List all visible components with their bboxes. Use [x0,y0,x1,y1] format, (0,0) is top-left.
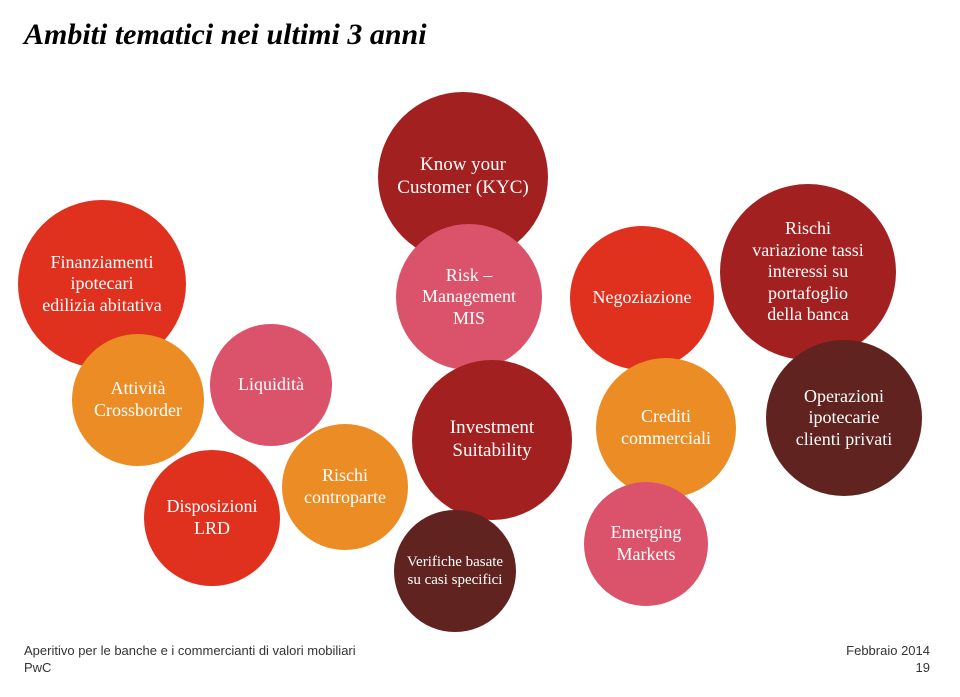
bubble-verifiche: Verifiche basatesu casi specifici [394,510,516,632]
footer-page-number: 19 [846,660,930,675]
footer-event: Aperitivo per le banche e i commercianti… [24,643,356,658]
slide-page: Ambiti tematici nei ultimi 3 anni Know y… [0,0,960,697]
bubble-label-investment: InvestmentSuitability [450,417,534,463]
page-title: Ambiti tematici nei ultimi 3 anni [24,18,427,52]
bubble-rischitassi: Rischivariazione tassiinteressi suportaf… [720,184,896,360]
bubble-label-finanziamenti: Finanziamentiipotecariedilizia abitativa [42,252,161,317]
bubble-disposizioni: DisposizioniLRD [144,450,280,586]
bubble-negoziazione: Negoziazione [570,226,714,370]
bubble-label-verifiche: Verifiche basatesu casi specifici [407,553,503,589]
bubble-label-emerging: EmergingMarkets [611,522,682,565]
bubble-liquidita: Liquidità [210,324,332,446]
bubble-controparte: Rischicontroparte [282,424,408,550]
bubble-operazioni: Operazioniipotecarieclienti privati [766,340,922,496]
footer-company: PwC [24,660,356,675]
bubble-crediti: Crediticommerciali [596,358,736,498]
footer-left: Aperitivo per le banche e i commercianti… [24,643,356,675]
bubble-label-liquidita: Liquidità [238,374,304,396]
bubble-label-negoziazione: Negoziazione [593,287,692,309]
footer-right: Febbraio 2014 19 [846,643,930,675]
bubble-label-operazioni: Operazioniipotecarieclienti privati [796,386,892,451]
bubble-label-riskmgmt: Risk –ManagementMIS [422,265,516,330]
bubble-investment: InvestmentSuitability [412,360,572,520]
bubble-emerging: EmergingMarkets [584,482,708,606]
bubble-label-rischitassi: Rischivariazione tassiinteressi suportaf… [752,218,863,326]
bubble-label-controparte: Rischicontroparte [304,465,386,508]
footer-date: Febbraio 2014 [846,643,930,658]
bubble-label-crediti: Crediticommerciali [621,406,711,449]
bubble-riskmgmt: Risk –ManagementMIS [396,224,542,370]
bubble-crossborder: AttivitàCrossborder [72,334,204,466]
bubble-label-kyc: Know yourCustomer (KYC) [397,154,528,200]
bubble-label-crossborder: AttivitàCrossborder [94,378,182,421]
bubble-label-disposizioni: DisposizioniLRD [166,496,257,539]
